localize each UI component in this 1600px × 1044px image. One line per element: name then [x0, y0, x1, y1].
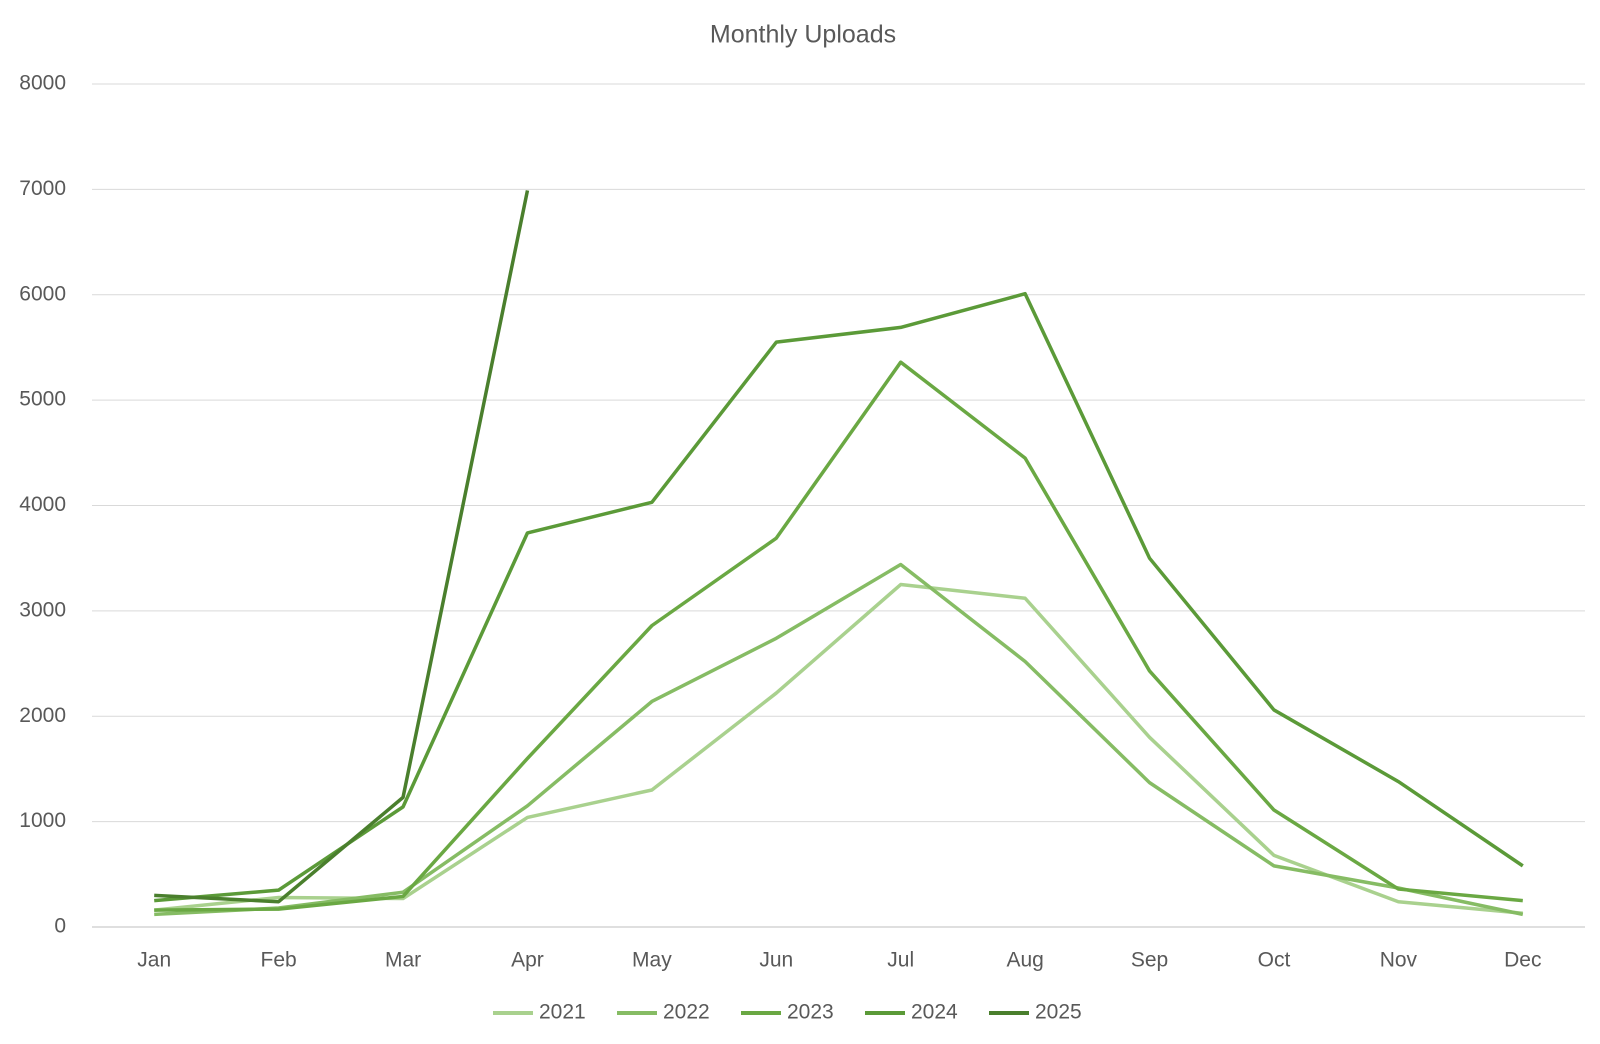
series-line	[154, 360, 1523, 912]
x-tick-label: Aug	[1006, 949, 1043, 972]
chart-title: Monthly Uploads	[710, 21, 896, 49]
y-tick-label: 8000	[19, 72, 66, 95]
y-tick-label: 2000	[19, 704, 66, 727]
series-line	[154, 582, 1523, 916]
series-line	[154, 190, 530, 904]
legend-label: 2022	[663, 1001, 710, 1024]
x-tick-label: Apr	[511, 949, 544, 972]
x-tick-label: Feb	[261, 949, 297, 972]
y-tick-label: 0	[54, 915, 66, 938]
x-tick-label: Oct	[1258, 949, 1291, 972]
x-tick-label: Jun	[759, 949, 793, 972]
legend-label: 2024	[911, 1001, 958, 1024]
x-tick-label: Jul	[887, 949, 914, 972]
series-line	[154, 562, 1524, 917]
y-tick-label: 6000	[19, 282, 66, 305]
x-tick-label: Sep	[1131, 949, 1168, 972]
x-tick-label: Dec	[1504, 949, 1541, 972]
y-tick-label: 3000	[19, 598, 66, 621]
x-tick-label: Mar	[385, 949, 421, 972]
y-tick-label: 7000	[19, 177, 66, 200]
y-tick-label: 5000	[19, 388, 66, 411]
x-tick-label: Nov	[1380, 949, 1418, 972]
legend-label: 2023	[787, 1001, 834, 1024]
legend-label: 2021	[539, 1001, 586, 1024]
series-line	[154, 291, 1524, 903]
y-tick-label: 4000	[19, 493, 66, 516]
legend-label: 2025	[1035, 1001, 1082, 1024]
x-tick-label: May	[632, 949, 672, 972]
y-tick-label: 1000	[19, 809, 66, 832]
x-tick-label: Jan	[137, 949, 171, 972]
